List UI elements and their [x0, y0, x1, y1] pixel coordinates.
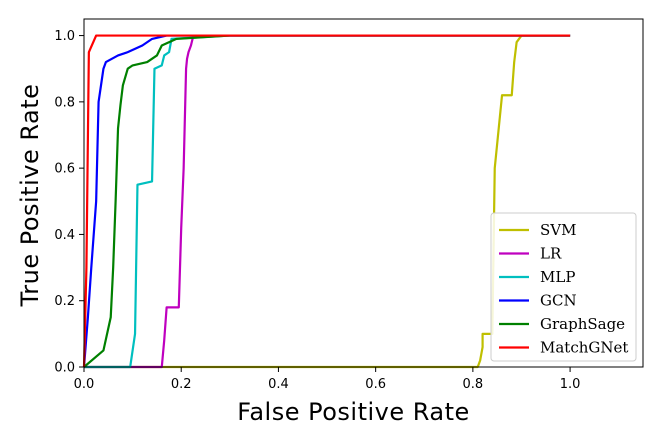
series-line-svm — [84, 34, 571, 369]
series-line-matchgnet — [82, 34, 571, 368]
x-tick-label: 0.2 — [171, 377, 192, 392]
x-tick-label: 0.8 — [463, 377, 484, 392]
plot-area — [82, 34, 571, 369]
axes: 0.0 0.2 0.4 0.6 0.8 1.0 0.0 0.2 0.4 0.6 0.8 1.0 — [54, 18, 644, 392]
y-tick-label: 0.8 — [54, 95, 75, 110]
legend-label: GCN — [540, 292, 577, 310]
y-axis-label: True Positive Rate — [16, 84, 44, 308]
series-line-graphsage — [83, 34, 571, 368]
series-line-gcn — [82, 34, 571, 368]
y-tick-label: 0.6 — [54, 162, 75, 177]
x-tick-label: 0.4 — [268, 377, 289, 392]
x-axis-label: False Positive Rate — [237, 398, 470, 426]
y-tick-label: 0.4 — [54, 228, 75, 243]
x-tick-label: 0.6 — [365, 377, 386, 392]
x-tick-label: 1.0 — [560, 377, 581, 392]
legend-label: LR — [540, 245, 562, 263]
y-tick-label: 0.2 — [54, 294, 75, 309]
y-tick-label: 1.0 — [54, 29, 75, 44]
legend-label: MLP — [540, 268, 575, 286]
series-line-lr — [84, 34, 571, 369]
legend-label: SVM — [540, 221, 576, 239]
axes-frame — [83, 18, 644, 368]
legend-label: GraphSage — [540, 315, 625, 333]
x-tick-label: 0.0 — [74, 377, 95, 392]
legend-label: MatchGNet — [540, 339, 628, 357]
y-tick-label: 0.0 — [54, 361, 75, 376]
legend: SVM LR MLP GCN GraphSage MatchGNet — [490, 212, 637, 362]
series-line-mlp — [84, 34, 571, 369]
